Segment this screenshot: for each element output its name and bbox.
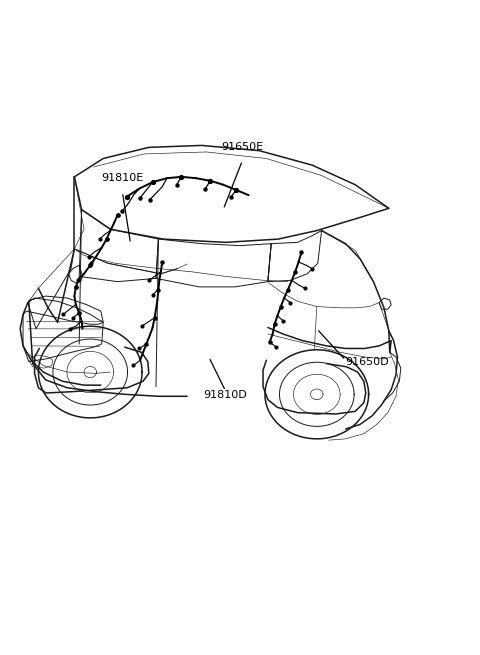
- Text: 91810D: 91810D: [204, 390, 248, 400]
- Text: 91650D: 91650D: [346, 357, 389, 367]
- Text: 91810E: 91810E: [101, 174, 144, 183]
- Text: 91650E: 91650E: [221, 142, 264, 152]
